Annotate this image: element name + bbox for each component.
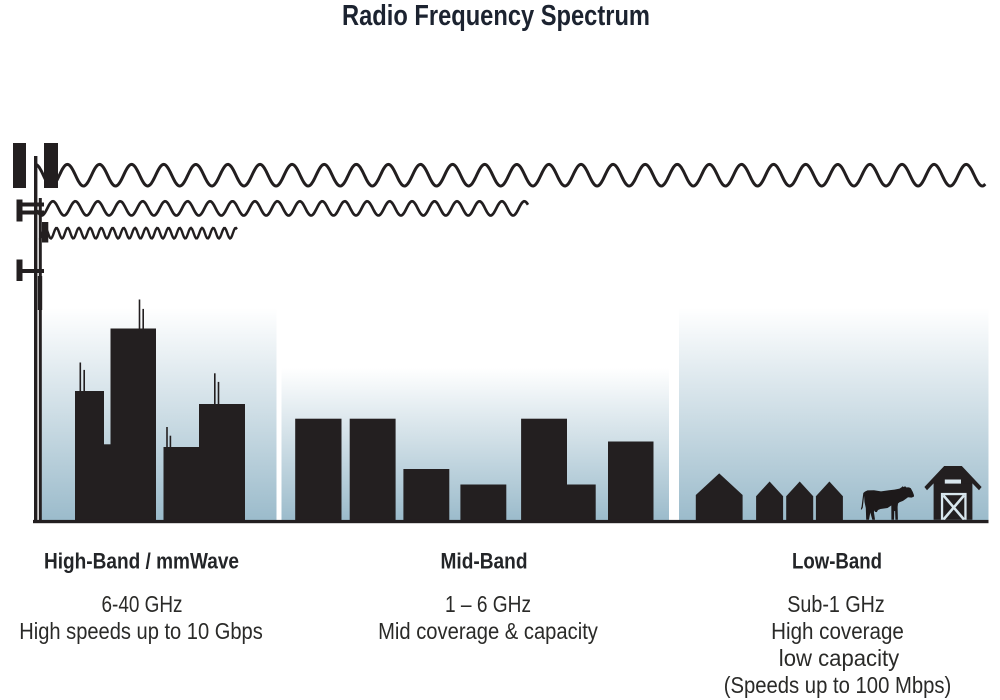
- svg-text:Mid coverage & capacity: Mid coverage & capacity: [378, 618, 598, 644]
- svg-text:High coverage: High coverage: [771, 618, 904, 644]
- svg-text:Low-Band: Low-Band: [792, 549, 882, 574]
- svg-text:(Speeds up to 100 Mbps): (Speeds up to 100 Mbps): [724, 672, 952, 698]
- svg-text:Mid-Band: Mid-Band: [441, 549, 528, 574]
- svg-text:High-Band / mmWave: High-Band / mmWave: [44, 549, 239, 574]
- svg-text:6-40 GHz: 6-40 GHz: [102, 591, 183, 617]
- svg-text:Sub-1 GHz: Sub-1 GHz: [787, 591, 885, 617]
- svg-text:low capacity: low capacity: [779, 645, 900, 671]
- svg-text:1 – 6 GHz: 1 – 6 GHz: [445, 591, 531, 617]
- svg-text:High speeds up to 10 Gbps: High speeds up to 10 Gbps: [19, 618, 263, 644]
- svg-text:Radio Frequency Spectrum: Radio Frequency Spectrum: [342, 0, 650, 32]
